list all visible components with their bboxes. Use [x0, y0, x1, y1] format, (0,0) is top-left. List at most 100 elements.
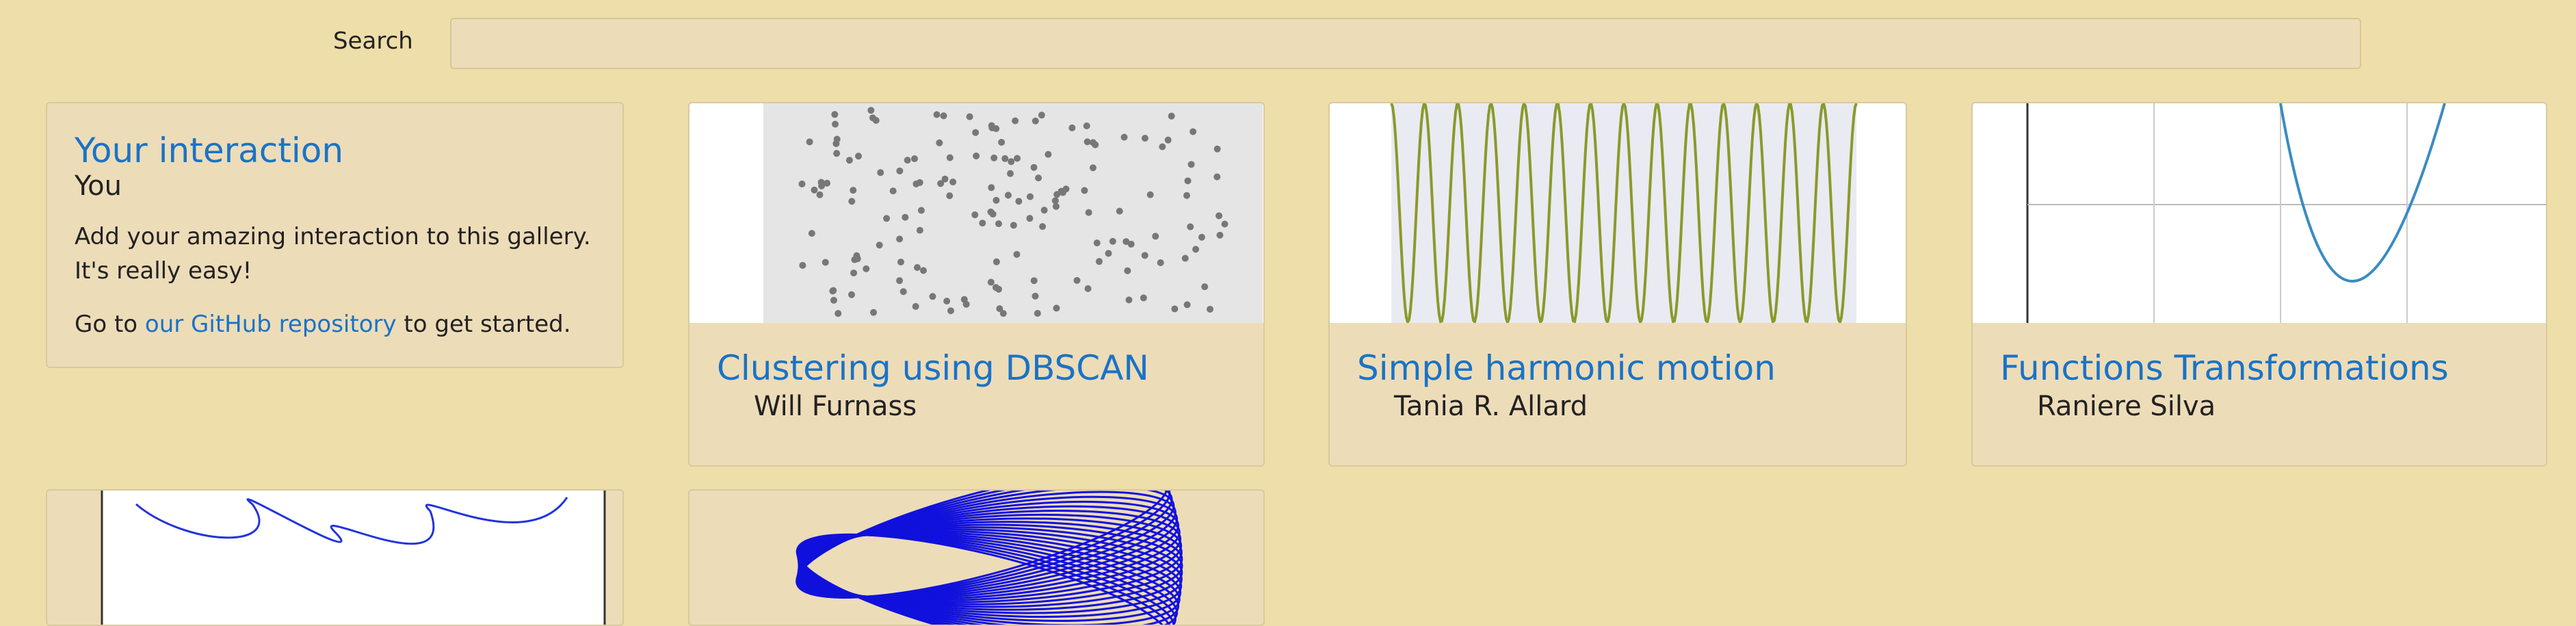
card-title[interactable]: Clustering using DBSCAN — [717, 348, 1149, 388]
card-title[interactable]: Your interaction — [75, 131, 344, 170]
dot — [917, 207, 925, 214]
dot — [829, 287, 837, 295]
card-title[interactable]: Functions Transformations — [2000, 348, 2449, 388]
dot — [1164, 136, 1172, 144]
dot — [817, 179, 825, 186]
intro-line: It's really easy! — [75, 257, 252, 285]
dot — [845, 157, 853, 164]
dot — [1159, 143, 1166, 151]
dot — [876, 242, 883, 249]
dot — [1053, 304, 1060, 312]
dot — [960, 296, 968, 303]
dot — [916, 226, 923, 234]
search-label: Search — [333, 27, 413, 55]
dot — [1073, 276, 1081, 284]
card-author: You — [75, 170, 122, 202]
gallery-card[interactable]: Clustering using DBSCAN Will Furnass — [688, 102, 1265, 467]
dot — [916, 179, 923, 186]
dot — [920, 267, 928, 274]
gallery-card[interactable] — [46, 489, 624, 626]
dot — [937, 180, 945, 187]
dot — [896, 277, 904, 285]
dot — [1125, 296, 1133, 304]
dot — [904, 157, 911, 164]
thumbnail — [1973, 103, 2546, 323]
dot — [1004, 192, 1012, 199]
dot — [940, 112, 947, 120]
thumbnail — [689, 103, 1263, 323]
dot — [1083, 122, 1090, 129]
dot — [1038, 112, 1045, 119]
gallery-card[interactable]: Functions Transformations Raniere Silva — [1971, 102, 2547, 467]
dot — [850, 187, 857, 194]
cta-text: to get started. — [404, 311, 571, 338]
dot — [999, 310, 1007, 317]
dot — [1052, 203, 1060, 210]
gallery-card[interactable] — [688, 489, 1265, 626]
intro-line: Add your amazing interaction to this gal… — [75, 223, 591, 250]
dot — [1216, 231, 1224, 239]
dot — [936, 139, 943, 146]
dot — [808, 230, 815, 237]
cta-text: Go to — [75, 311, 138, 338]
dot — [990, 154, 998, 161]
dot — [972, 129, 980, 136]
dot — [993, 258, 1000, 265]
card-title[interactable]: Simple harmonic motion — [1357, 348, 1776, 388]
dot — [1221, 220, 1228, 228]
dot — [883, 215, 891, 222]
dot — [1192, 246, 1200, 253]
dot — [1026, 215, 1034, 222]
dot — [867, 107, 875, 114]
dot — [1044, 151, 1052, 158]
dot — [1190, 128, 1197, 135]
dot — [889, 187, 897, 195]
dot — [1093, 239, 1101, 247]
dot — [1207, 305, 1214, 313]
page: {"search": {"label": "Search"}, "intro":… — [46, 18, 2547, 626]
dot — [993, 196, 1000, 204]
dot — [877, 169, 884, 177]
search-input[interactable] — [450, 18, 2361, 69]
dot — [987, 208, 995, 216]
dot — [998, 138, 1006, 146]
dot — [1031, 292, 1039, 300]
dot — [1201, 283, 1209, 291]
dot — [943, 298, 951, 305]
dot — [1039, 223, 1047, 231]
dot — [1001, 155, 1009, 162]
dot — [992, 284, 999, 291]
dot — [995, 220, 1002, 228]
dot — [834, 310, 842, 317]
intro-cta: Go to our GitHub repository to get start… — [75, 307, 571, 341]
dot — [896, 167, 904, 174]
dot — [1085, 209, 1092, 216]
dot — [1183, 192, 1191, 199]
thumbnail — [101, 491, 606, 625]
dot — [1198, 233, 1205, 241]
github-link[interactable]: our GitHub repository — [144, 311, 397, 338]
dot — [1007, 170, 1014, 177]
dot — [1213, 173, 1221, 181]
dot — [831, 111, 839, 118]
dot — [933, 111, 941, 118]
dot — [1035, 174, 1042, 182]
dot — [1012, 117, 1019, 125]
dot — [1062, 185, 1070, 193]
dot — [929, 293, 936, 300]
dot — [833, 135, 841, 143]
dot — [870, 309, 878, 316]
thumbnail — [1330, 103, 1906, 323]
dot — [1068, 124, 1076, 131]
dot — [847, 291, 855, 298]
gallery-card[interactable]: Simple harmonic motion Tania R. Allard — [1328, 102, 1907, 467]
dot — [896, 235, 904, 243]
dot — [1141, 252, 1148, 259]
dot — [830, 296, 837, 304]
dot — [897, 258, 905, 265]
curve — [796, 533, 1171, 625]
dot — [1040, 207, 1048, 214]
dot — [1092, 141, 1099, 148]
dot — [949, 179, 957, 186]
dot — [988, 184, 995, 192]
